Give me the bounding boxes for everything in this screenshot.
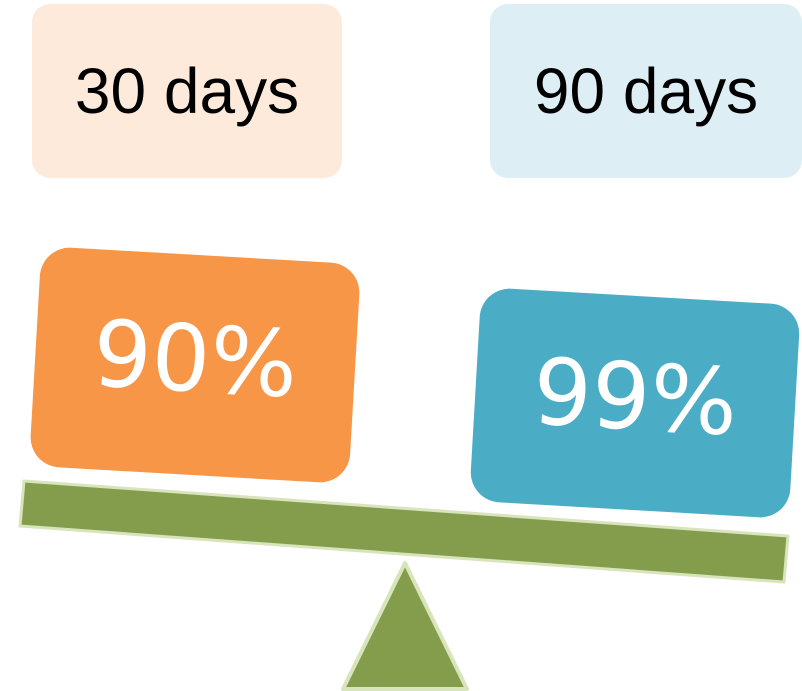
left-percentage: 90% xyxy=(90,299,301,419)
right-duration-text: 90 days xyxy=(533,55,759,127)
left-duration-text: 30 days xyxy=(74,55,300,127)
right-duration-label: 90 days xyxy=(490,4,802,178)
right-weight-box: 99% xyxy=(469,286,801,520)
left-duration-label: 30 days xyxy=(32,4,342,178)
scale-beam xyxy=(18,479,790,584)
right-percentage: 99% xyxy=(530,337,741,457)
scale-fulcrum xyxy=(341,561,469,691)
left-weight-box: 90% xyxy=(28,245,362,485)
